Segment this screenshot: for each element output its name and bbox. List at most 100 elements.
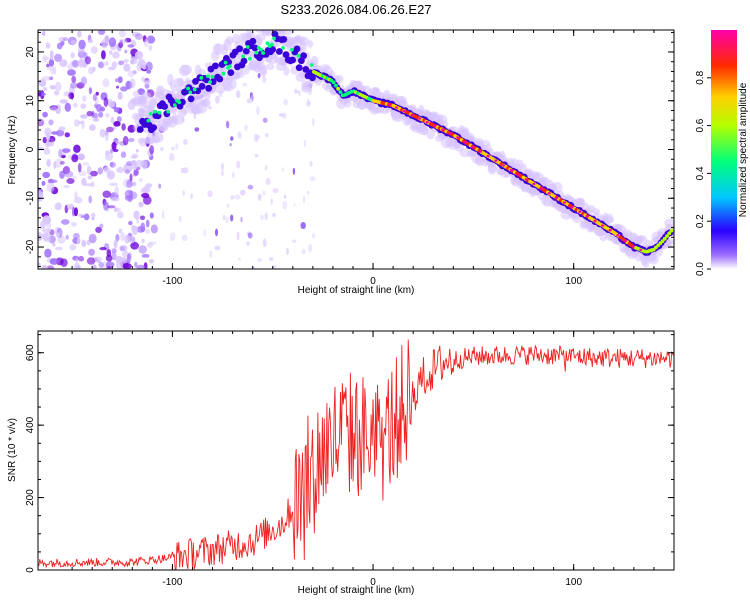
spectrogram-noise-cell (111, 251, 117, 261)
spectrogram-noise-cell (113, 239, 118, 249)
spectrogram-noise-cell (61, 148, 71, 154)
spectrogram-noise-cell (181, 234, 188, 242)
spectrogram-noise-cell (103, 97, 109, 107)
spectrogram-ridge-peak (471, 145, 475, 148)
spectrogram-ridge-halo (604, 213, 614, 224)
spectrogram-noise-cell (225, 216, 229, 224)
spectrogram-noise-cell (264, 212, 269, 221)
spectrogram-noise-cell (64, 102, 72, 112)
spectrogram-noise-cell (121, 123, 126, 131)
spectrogram-noise-cell (115, 233, 120, 242)
spectrogram-noise-cell (158, 183, 162, 189)
spectrogram-ridge-core (662, 236, 667, 241)
spectrogram-noise-cell (42, 171, 51, 179)
spectrogram-noise-cell (42, 56, 51, 61)
spectrogram-noise-cell (120, 86, 128, 92)
spectrogram-noise-cell (52, 242, 56, 247)
spectrogram-noise-cell (41, 181, 46, 186)
spectrogram-ridge-peak (456, 136, 460, 139)
spectrogram-noise-cell (67, 69, 76, 76)
spectrogram-noise-cell (88, 195, 92, 204)
spectrogram-noise-cell (73, 119, 80, 127)
spectrogram-noise-cell (183, 139, 188, 145)
spectrogram-noise-cell (214, 245, 221, 251)
spectrogram-noise-cell (257, 258, 263, 262)
spectrogram-noise-cell (99, 106, 106, 112)
spectrogram-ridge-halo (552, 182, 563, 194)
spectrogram-noise-cell (65, 234, 69, 240)
spectrogram-ridge-cell (269, 46, 277, 53)
spectrogram-ridge-core (270, 42, 274, 47)
snr-frame (37, 330, 675, 571)
spectrogram-ridge-halo (664, 218, 674, 228)
spectrogram-noise-cell (120, 232, 126, 242)
spectrogram-noise-cell (230, 136, 234, 141)
spectrogram-ridge-core (289, 47, 294, 52)
spectrogram-noise-cell (107, 100, 116, 108)
spectrogram-noise-cell (105, 61, 109, 66)
spectrogram-ridge-core (210, 74, 215, 79)
spectrogram-ridge-peak (387, 103, 391, 106)
spectrogram-noise-cell (92, 94, 97, 101)
spectrogram-ridge-halo (343, 99, 352, 108)
spectrogram-noise-cell (140, 188, 147, 194)
spectrogram-noise-cell (286, 247, 289, 256)
spectrogram-ridge-halo (541, 176, 549, 188)
spectrogram-ridge-core (208, 80, 213, 84)
spectrogram-noise-cell (283, 194, 287, 199)
spectrogram-noise-cell (135, 148, 139, 153)
spectrogram-noise-cell (58, 126, 66, 131)
spectrogram-ridge-peak (593, 219, 597, 223)
snr-y-tick-label: 400 (25, 416, 36, 433)
spectrogram-noise-cell (124, 234, 130, 244)
spectrogram-noise-cell (124, 189, 134, 199)
spectrogram-noise-cell (67, 203, 75, 210)
spectrogram-noise-cell (88, 66, 94, 75)
spectrogram-ridge-halo (172, 115, 185, 125)
spectrogram-noise-cell (62, 37, 68, 42)
spectrogram-noise-cell (235, 194, 241, 200)
spectrogram-noise-cell (139, 215, 146, 221)
spectrogram-noise-cell (56, 232, 60, 238)
spectrogram-noise-cell (71, 75, 77, 83)
spectrogram-noise-cell (111, 141, 117, 151)
spectrogram-y-tick-label: -10 (25, 191, 36, 206)
spectrogram-ridge-peak (639, 248, 643, 251)
spectrogram-noise-cell (89, 124, 96, 131)
spectrogram-noise-cell (225, 120, 230, 129)
spectrogram-noise-cell (139, 178, 143, 182)
spectrogram-noise-cell (72, 102, 78, 108)
spectrogram-ridge-cell (150, 124, 158, 131)
spectrogram-ridge-core (667, 231, 672, 236)
spectrogram-noise-cell (149, 145, 155, 155)
spectrogram-y-tick-label: 10 (25, 95, 36, 107)
spectrogram-noise-cell (42, 87, 48, 91)
spectrogram-noise-cell (122, 250, 129, 258)
spectrogram-ridge-core (338, 90, 343, 94)
spectrogram-noise-cell (129, 173, 133, 182)
spectrogram-ridge-core (223, 60, 228, 65)
spectrogram-noise-cell (148, 259, 155, 264)
spectrogram-noise-cell (110, 197, 120, 202)
spectrogram-noise-cell (182, 167, 189, 174)
spectrogram-noise-cell (131, 31, 140, 37)
snr-x-tick-label: -100 (162, 577, 182, 588)
spectrogram-noise-cell (132, 173, 137, 177)
spectrogram-ridge-core (177, 100, 182, 105)
spectrogram-noise-cell (207, 190, 213, 198)
spectrogram-noise-cell (93, 256, 102, 262)
spectrogram-noise-cell (254, 153, 259, 158)
spectrogram-noise-cell (132, 70, 137, 75)
spectrogram-noise-cell (42, 215, 52, 225)
spectrogram-noise-cell (247, 184, 254, 190)
spectrogram-noise-cell (86, 165, 92, 176)
spectrogram-noise-cell (194, 127, 200, 132)
spectrogram-ridge-core (272, 36, 276, 41)
spectrogram-noise-cell (38, 91, 42, 97)
spectrogram-noise-cell (66, 178, 75, 184)
spectrogram-ridge-cell (192, 78, 199, 85)
spectrogram-ridge-halo (176, 77, 184, 87)
spectrogram-noise-cell (85, 56, 91, 65)
spectrogram-noise-cell (132, 90, 140, 97)
spectrogram-noise-cell (38, 147, 45, 151)
